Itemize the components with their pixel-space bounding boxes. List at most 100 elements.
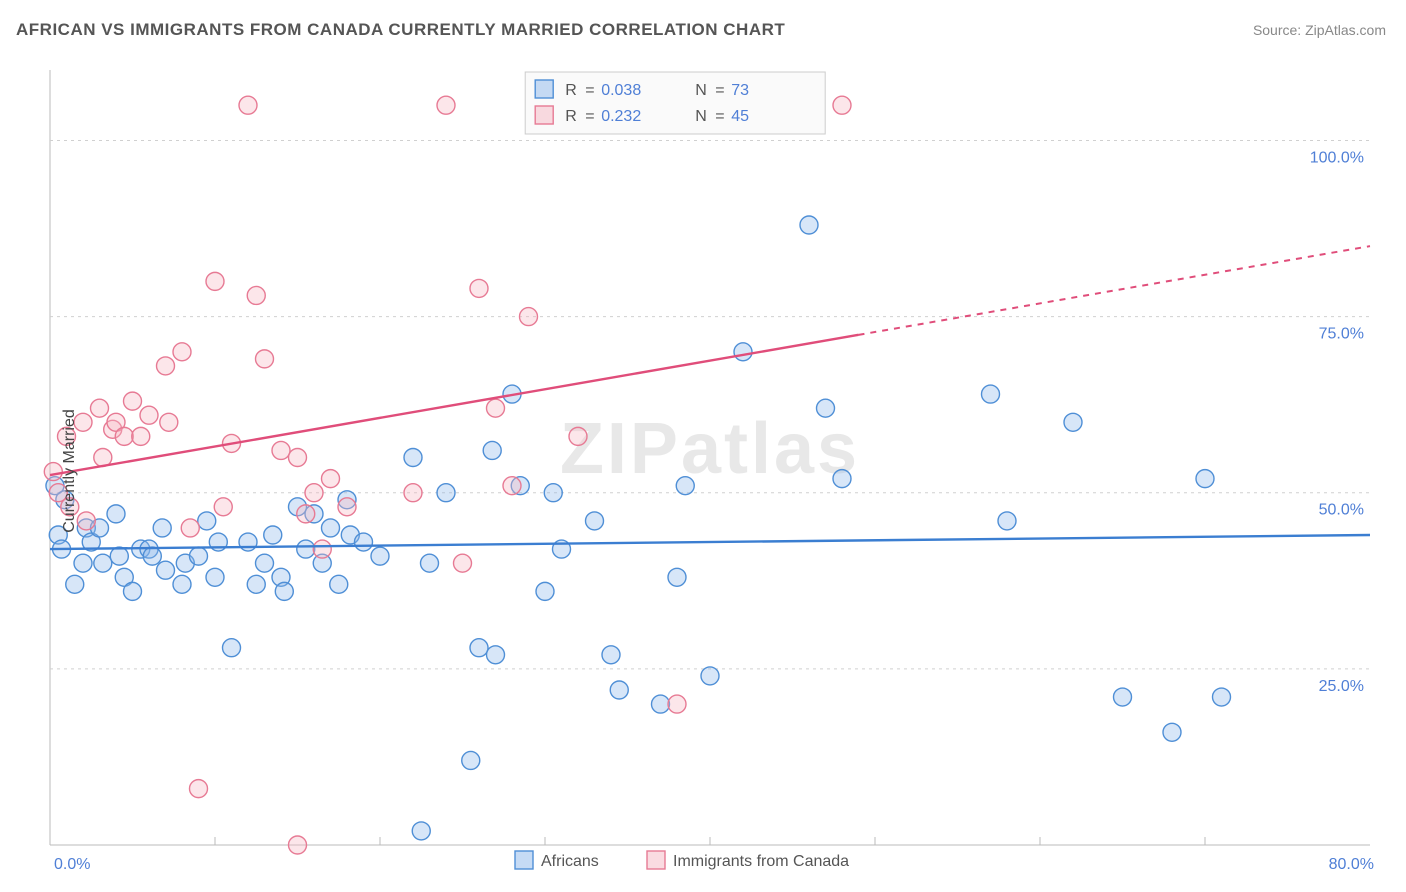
page-root: AFRICAN VS IMMIGRANTS FROM CANADA CURREN… [0,0,1406,892]
data-point [503,477,521,495]
equals: = [715,108,724,125]
data-point [586,512,604,530]
data-point [833,470,851,488]
data-point [437,96,455,114]
data-point [998,512,1016,530]
data-point [264,526,282,544]
data-point [701,667,719,685]
data-point [77,512,95,530]
data-point [44,463,62,481]
equals: = [715,82,724,99]
legend-swatch [647,851,665,869]
equals: = [585,82,594,99]
data-point [544,484,562,502]
data-point [132,427,150,445]
data-point [272,441,290,459]
r-value: 0.038 [601,82,641,99]
data-point [297,505,315,523]
data-point [297,540,315,558]
data-point [676,477,694,495]
data-point [470,639,488,657]
data-point [239,533,257,551]
data-point [330,575,348,593]
data-point [833,96,851,114]
x-tick-label: 80.0% [1329,856,1374,873]
n-label: N [695,108,707,125]
data-point [247,286,265,304]
data-point [157,561,175,579]
data-point [462,751,480,769]
legend-swatch [535,80,553,98]
data-point [110,547,128,565]
data-point [610,681,628,699]
data-point [652,695,670,713]
n-value: 45 [731,108,749,125]
r-label: R [565,108,577,125]
y-tick-label: 25.0% [1319,678,1364,695]
data-point [404,484,422,502]
data-point [668,695,686,713]
data-point [289,836,307,854]
data-point [668,568,686,586]
data-point [160,413,178,431]
data-point [107,505,125,523]
data-point [157,357,175,375]
data-point [198,512,216,530]
data-point [322,519,340,537]
data-point [371,547,389,565]
data-point [536,582,554,600]
data-point [239,96,257,114]
data-point [817,399,835,417]
watermark: ZIPatlas [560,409,860,489]
data-point [143,547,161,565]
data-point [206,568,224,586]
data-point [289,449,307,467]
legend-swatch [515,851,533,869]
data-point [1064,413,1082,431]
data-point [1213,688,1231,706]
data-point [421,554,439,572]
data-point [412,822,430,840]
data-point [305,484,323,502]
data-point [569,427,587,445]
data-point [602,646,620,664]
y-axis-label: Currently Married [61,409,79,533]
data-point [181,519,199,537]
data-point [223,639,241,657]
data-point [91,399,109,417]
data-point [338,498,356,516]
data-point [355,533,373,551]
data-point [487,399,505,417]
data-point [173,343,191,361]
data-point [1196,470,1214,488]
data-point [313,540,331,558]
data-point [404,449,422,467]
data-point [214,498,232,516]
trend-line-dashed [859,246,1371,335]
data-point [153,519,171,537]
data-point [256,554,274,572]
data-point [66,575,84,593]
legend-label: Africans [541,853,599,870]
data-point [982,385,1000,403]
y-tick-label: 75.0% [1319,326,1364,343]
data-point [275,582,293,600]
data-point [454,554,472,572]
data-point [470,279,488,297]
r-label: R [565,82,577,99]
r-value: 0.232 [601,108,641,125]
data-point [1114,688,1132,706]
data-point [1163,723,1181,741]
scatter-chart: 25.0%50.0%75.0%100.0%0.0%80.0%ZIPatlasR=… [0,50,1406,892]
chart-container: Currently Married 25.0%50.0%75.0%100.0%0… [0,50,1406,892]
data-point [94,554,112,572]
data-point [74,554,92,572]
source-label: Source: ZipAtlas.com [1253,22,1386,38]
data-point [520,308,538,326]
data-point [140,406,158,424]
data-point [437,484,455,502]
data-point [800,216,818,234]
data-point [487,646,505,664]
legend-swatch [535,106,553,124]
data-point [247,575,265,593]
